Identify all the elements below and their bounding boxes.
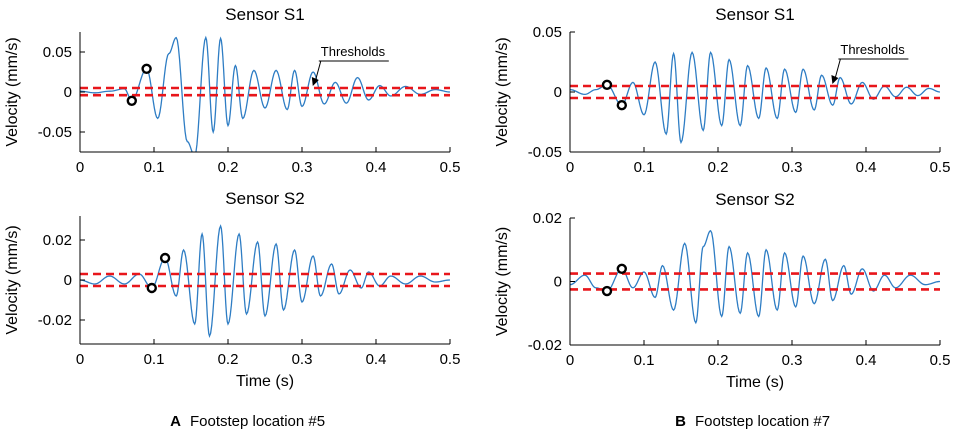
- trigger-marker-2: [141, 63, 152, 75]
- x-tick-label: 0: [566, 159, 574, 176]
- y-tick-label: 0.05: [43, 44, 72, 61]
- x-tick-label: 0: [76, 351, 84, 368]
- x-tick-label: 0: [566, 352, 574, 369]
- x-tick-label: 0.1: [634, 352, 655, 369]
- chart-a-s2: Sensor S2 0 0.1 0.2 0.3 0.4 0.5 -0.02 0 0.02 Veloc…: [4, 189, 460, 390]
- caption-b-letter: B: [675, 413, 686, 430]
- caption-a-text: Footstep location #5: [190, 413, 325, 430]
- x-axis-label: Time (s): [726, 374, 784, 391]
- y-axis-label: Velocity (mm/s): [4, 37, 21, 146]
- x-tick-label: 0.5: [930, 352, 951, 369]
- thresholds-annotation-label: Thresholds: [840, 42, 905, 57]
- y-tick-label: 0.02: [43, 232, 72, 249]
- chart-b-s1: Sensor S1 Thresholds 0 0.1 0.2 0.3 0.4 0.5 -0.05…: [494, 5, 950, 176]
- trigger-marker-1: [601, 79, 613, 91]
- y-tick-label: 0: [64, 84, 72, 101]
- x-tick-label: 0.3: [292, 159, 313, 176]
- annotation-arrow-head: [831, 75, 839, 84]
- x-tick-label: 0: [76, 159, 84, 176]
- y-tick-label: -0.05: [528, 144, 562, 161]
- chart-title: Sensor S2: [225, 189, 304, 208]
- x-tick-label: 0.4: [856, 352, 877, 369]
- y-tick-label: 0: [554, 84, 562, 101]
- annotation-arrow-head: [311, 77, 319, 86]
- y-tick-label: 0: [554, 274, 562, 291]
- caption-a-letter: A: [170, 413, 181, 430]
- y-axis-label: Velocity (mm/s): [494, 37, 511, 146]
- x-tick-label: 0.1: [144, 351, 165, 368]
- signal-line: [80, 35, 450, 152]
- y-tick-label: -0.02: [528, 337, 562, 354]
- x-tick-label: 0.5: [440, 351, 461, 368]
- y-tick-label: 0: [64, 272, 72, 289]
- x-tick-label: 0.5: [930, 159, 951, 176]
- x-tick-label: 0.1: [634, 159, 655, 176]
- y-tick-label: -0.02: [38, 312, 72, 329]
- signal-line: [80, 224, 450, 338]
- chart-title: Sensor S2: [715, 190, 794, 209]
- trigger-marker-1: [126, 95, 138, 107]
- signal-line: [570, 229, 940, 325]
- x-tick-label: 0.4: [856, 159, 877, 176]
- y-tick-label: -0.05: [38, 124, 72, 141]
- x-axis-label: Time (s): [236, 373, 294, 390]
- x-tick-label: 0.2: [218, 351, 239, 368]
- chart-title: Sensor S1: [225, 5, 304, 24]
- y-tick-label: 0.05: [533, 24, 562, 41]
- x-tick-label: 0.4: [366, 351, 387, 368]
- caption-b-text: Footstep location #7: [695, 413, 830, 430]
- chart-b-s2: Sensor S20 0.1 0.2 0.3 0.4 0.5-0.0200.02Veloc…: [494, 190, 950, 391]
- trigger-marker-1: [146, 282, 157, 294]
- trigger-marker-2: [159, 252, 171, 264]
- x-tick-label: 0.3: [782, 159, 803, 176]
- trigger-marker-2: [616, 99, 627, 111]
- x-tick-label: 0.1: [144, 159, 165, 176]
- caption-b: B Footstep location #7: [675, 413, 830, 430]
- thresholds-annotation-label: Thresholds: [321, 44, 386, 59]
- y-axis-label: Velocity (mm/s): [4, 225, 21, 334]
- y-axis-label: Velocity (mm/s): [494, 227, 511, 336]
- chart-title: Sensor S1: [715, 5, 794, 24]
- x-tick-label: 0.4: [366, 159, 387, 176]
- x-tick-label: 0.3: [292, 351, 313, 368]
- x-tick-label: 0.2: [708, 159, 729, 176]
- y-tick-label: 0.02: [533, 210, 562, 227]
- x-tick-label: 0.5: [440, 159, 461, 176]
- chart-a-s1: Sensor S1 Thresholds 0 0.1 0.2 0.3 0.4 0.5 -0.05…: [4, 5, 460, 176]
- x-tick-label: 0.2: [708, 352, 729, 369]
- caption-a: A Footstep location #5: [170, 413, 325, 430]
- trigger-marker-1: [601, 285, 613, 297]
- x-tick-label: 0.3: [782, 352, 803, 369]
- trigger-marker-2: [616, 263, 627, 274]
- x-tick-label: 0.2: [218, 159, 239, 176]
